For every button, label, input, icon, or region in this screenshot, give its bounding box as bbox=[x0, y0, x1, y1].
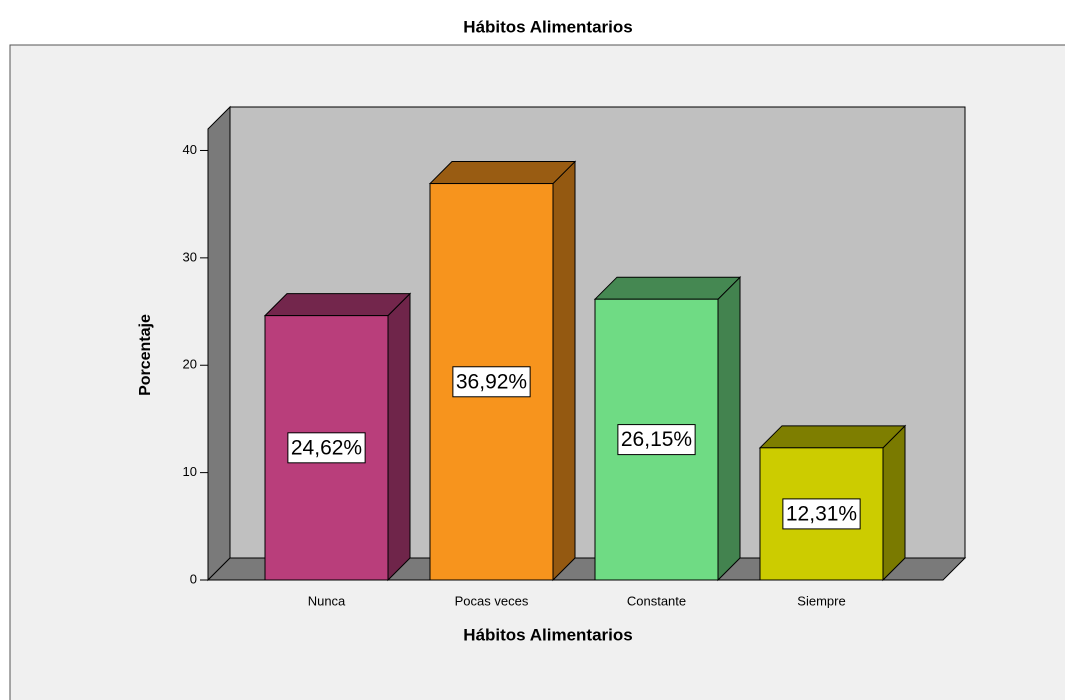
x-tick-label: Nunca bbox=[308, 593, 346, 608]
bar-side bbox=[552, 160, 576, 582]
plot-area: 0 10 20 30 40 Nunca 24,62% Pocas veces 36,92% Con… bbox=[183, 105, 967, 608]
bar-side bbox=[882, 424, 906, 582]
value-label-box bbox=[452, 366, 531, 398]
chart-title: Hábitos Alimentarios bbox=[463, 17, 632, 36]
y-tick-label: 20 bbox=[183, 357, 197, 372]
y-tick-label: 30 bbox=[183, 249, 197, 264]
bar-top bbox=[263, 293, 412, 317]
value-label-box bbox=[617, 424, 696, 456]
value-label: 26,15% bbox=[621, 428, 692, 451]
x-tick-label: Constante bbox=[627, 593, 686, 608]
x-tick-label: Siempre bbox=[797, 593, 845, 608]
y-axis-title: Porcentaje bbox=[137, 314, 154, 396]
x-tick-label: Pocas veces bbox=[455, 593, 529, 608]
value-label: 36,92% bbox=[456, 370, 527, 393]
bar-top bbox=[593, 276, 742, 300]
bar-side bbox=[387, 292, 411, 582]
value-label-box bbox=[287, 432, 366, 464]
value-label: 24,62% bbox=[291, 436, 362, 459]
value-label: 12,31% bbox=[786, 502, 857, 525]
y-tick-label: 0 bbox=[190, 571, 197, 586]
y-tick-label: 10 bbox=[183, 464, 197, 479]
y-tick-label: 40 bbox=[183, 142, 197, 157]
bar-top bbox=[428, 161, 577, 185]
left-wall bbox=[207, 105, 231, 582]
value-label-box bbox=[782, 498, 861, 530]
bar-top bbox=[758, 425, 907, 449]
x-axis-title: Hábitos Alimentarios bbox=[463, 625, 632, 644]
bar-side bbox=[717, 275, 741, 582]
